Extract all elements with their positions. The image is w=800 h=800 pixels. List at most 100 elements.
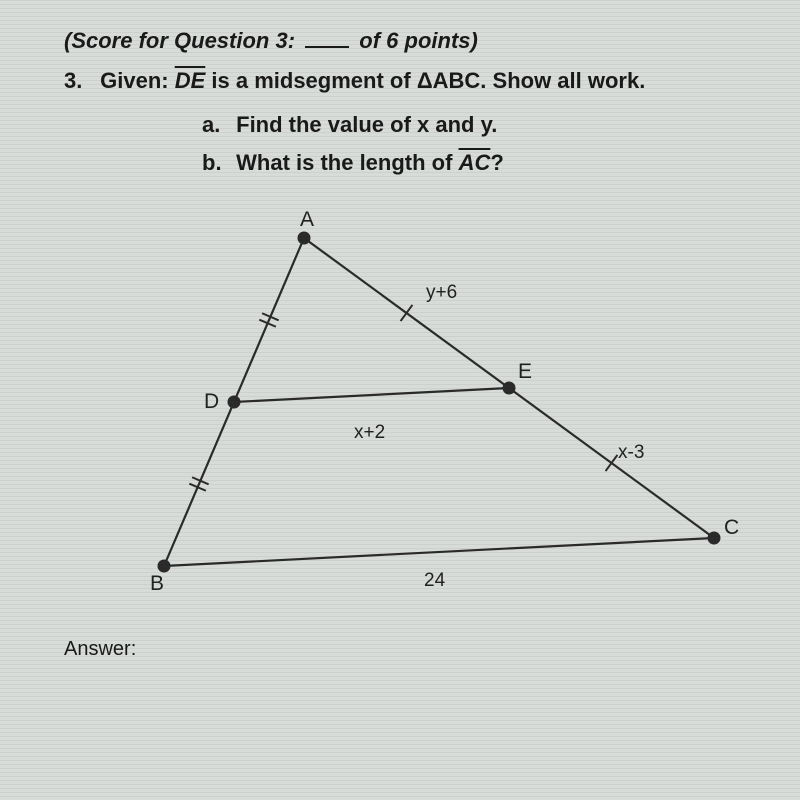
scanline (0, 284, 800, 285)
scanline (0, 680, 800, 681)
scanline (0, 16, 800, 17)
scanline (0, 568, 800, 569)
scanline (0, 472, 800, 473)
scanline (0, 104, 800, 105)
scanline (0, 396, 800, 397)
scanline (0, 440, 800, 441)
part-a-letter: a. (202, 108, 230, 142)
scanline (0, 584, 800, 585)
scanline (0, 588, 800, 589)
scanline (0, 144, 800, 145)
scanline (0, 544, 800, 545)
scanline (0, 664, 800, 665)
scanline (0, 364, 800, 365)
scanline (0, 780, 800, 781)
scanline (0, 776, 800, 777)
scanline (0, 140, 800, 141)
vertex-label-d: D (204, 390, 219, 413)
scanline (0, 388, 800, 389)
scanline (0, 660, 800, 661)
answer-label: Answer: (64, 638, 772, 661)
scanline (0, 312, 800, 313)
scanline (0, 696, 800, 697)
scanline (0, 420, 800, 421)
scanline (0, 80, 800, 81)
scanline (0, 536, 800, 537)
scanline (0, 576, 800, 577)
scanline (0, 208, 800, 209)
scanline (0, 580, 800, 581)
scanline (0, 404, 800, 405)
worksheet-page: (Score for Question 3: of 6 points) 3. G… (0, 0, 800, 661)
scanline (0, 304, 800, 305)
scanline (0, 96, 800, 97)
scanline (0, 160, 800, 161)
scanline (0, 416, 800, 417)
scanline (0, 244, 800, 245)
scanline (0, 436, 800, 437)
scanline (0, 100, 800, 101)
scanline (0, 480, 800, 481)
scanline (0, 332, 800, 333)
scanline (0, 48, 800, 49)
scanline (0, 164, 800, 165)
scanline (0, 152, 800, 153)
scanline (0, 216, 800, 217)
scanline (0, 352, 800, 353)
scanline (0, 788, 800, 789)
scanline (0, 124, 800, 125)
scanline (0, 136, 800, 137)
scanline (0, 348, 800, 349)
scanline (0, 188, 800, 189)
scanline (0, 508, 800, 509)
scanline (0, 52, 800, 53)
scanline (0, 744, 800, 745)
scanline (0, 224, 800, 225)
scanline (0, 336, 800, 337)
scanline (0, 636, 800, 637)
scanline (0, 88, 800, 89)
scanline (0, 624, 800, 625)
scanline (0, 724, 800, 725)
scanline (0, 24, 800, 25)
scanline (0, 732, 800, 733)
scanline (0, 532, 800, 533)
scanline (0, 392, 800, 393)
scanline (0, 196, 800, 197)
scanline (0, 4, 800, 5)
scanline (0, 8, 800, 9)
scanline (0, 520, 800, 521)
scanline (0, 60, 800, 61)
scanline (0, 684, 800, 685)
scanline (0, 600, 800, 601)
scanline (0, 676, 800, 677)
scanline (0, 92, 800, 93)
scanline (0, 40, 800, 41)
scanline (0, 192, 800, 193)
scanline (0, 632, 800, 633)
scanline (0, 256, 800, 257)
scanline (0, 452, 800, 453)
scanline (0, 296, 800, 297)
scanline (0, 448, 800, 449)
scanline (0, 432, 800, 433)
scanline (0, 168, 800, 169)
scanline (0, 64, 800, 65)
scanline (0, 460, 800, 461)
scanline (0, 752, 800, 753)
scanline (0, 372, 800, 373)
scanline (0, 512, 800, 513)
scanline (0, 72, 800, 73)
scanline (0, 12, 800, 13)
scanline (0, 736, 800, 737)
scanline (0, 280, 800, 281)
scanline (0, 28, 800, 29)
scanline (0, 756, 800, 757)
scanline (0, 748, 800, 749)
scanline (0, 764, 800, 765)
scanline (0, 740, 800, 741)
scanline (0, 604, 800, 605)
scanline (0, 288, 800, 289)
scanline (0, 444, 800, 445)
scanline (0, 344, 800, 345)
